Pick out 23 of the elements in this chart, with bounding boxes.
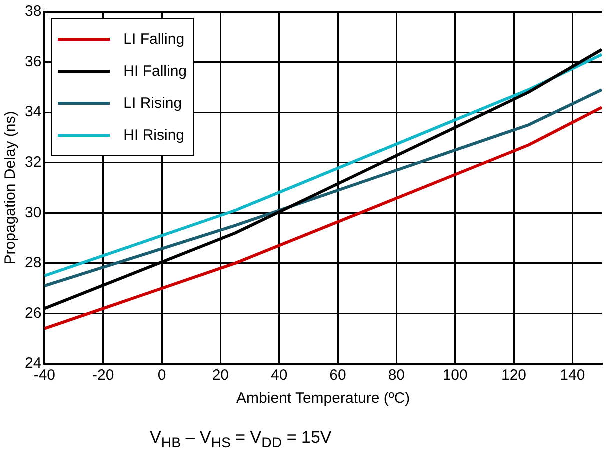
legend-label: HI Rising <box>124 126 185 144</box>
x-tick-label: 120 <box>501 367 527 384</box>
x-tick-label: 20 <box>212 367 230 384</box>
x-tick-label: -20 <box>92 367 114 384</box>
y-tick-label: 26 <box>24 304 42 322</box>
y-tick-label: 30 <box>24 204 42 222</box>
y-tick-label: 36 <box>24 53 42 70</box>
x-tick-label: 0 <box>158 367 166 384</box>
legend-label: LI Rising <box>124 94 182 112</box>
x-tick-label: 140 <box>560 367 586 384</box>
legend-label: HI Falling <box>124 62 188 80</box>
text: V$_{HB}$ – V$_{HS}$ = V$_{DD}$ = 15V <box>150 428 332 452</box>
x-tick-label: 100 <box>442 367 468 384</box>
x-tick-label: 60 <box>330 367 346 384</box>
legend-label: LI Falling <box>124 30 185 48</box>
y-tick-label: 34 <box>24 104 42 121</box>
y-tick-label: 28 <box>24 254 42 272</box>
y-axis-title: Propagation Delay (ns) <box>2 111 20 265</box>
x-tick-label: 40 <box>271 367 288 384</box>
y-tick-label: 32 <box>24 154 42 171</box>
y-tick-label: 38 <box>24 3 42 20</box>
x-axis-title: Ambient Temperature (ºC) <box>236 390 410 408</box>
x-tick-label: 80 <box>388 367 406 384</box>
